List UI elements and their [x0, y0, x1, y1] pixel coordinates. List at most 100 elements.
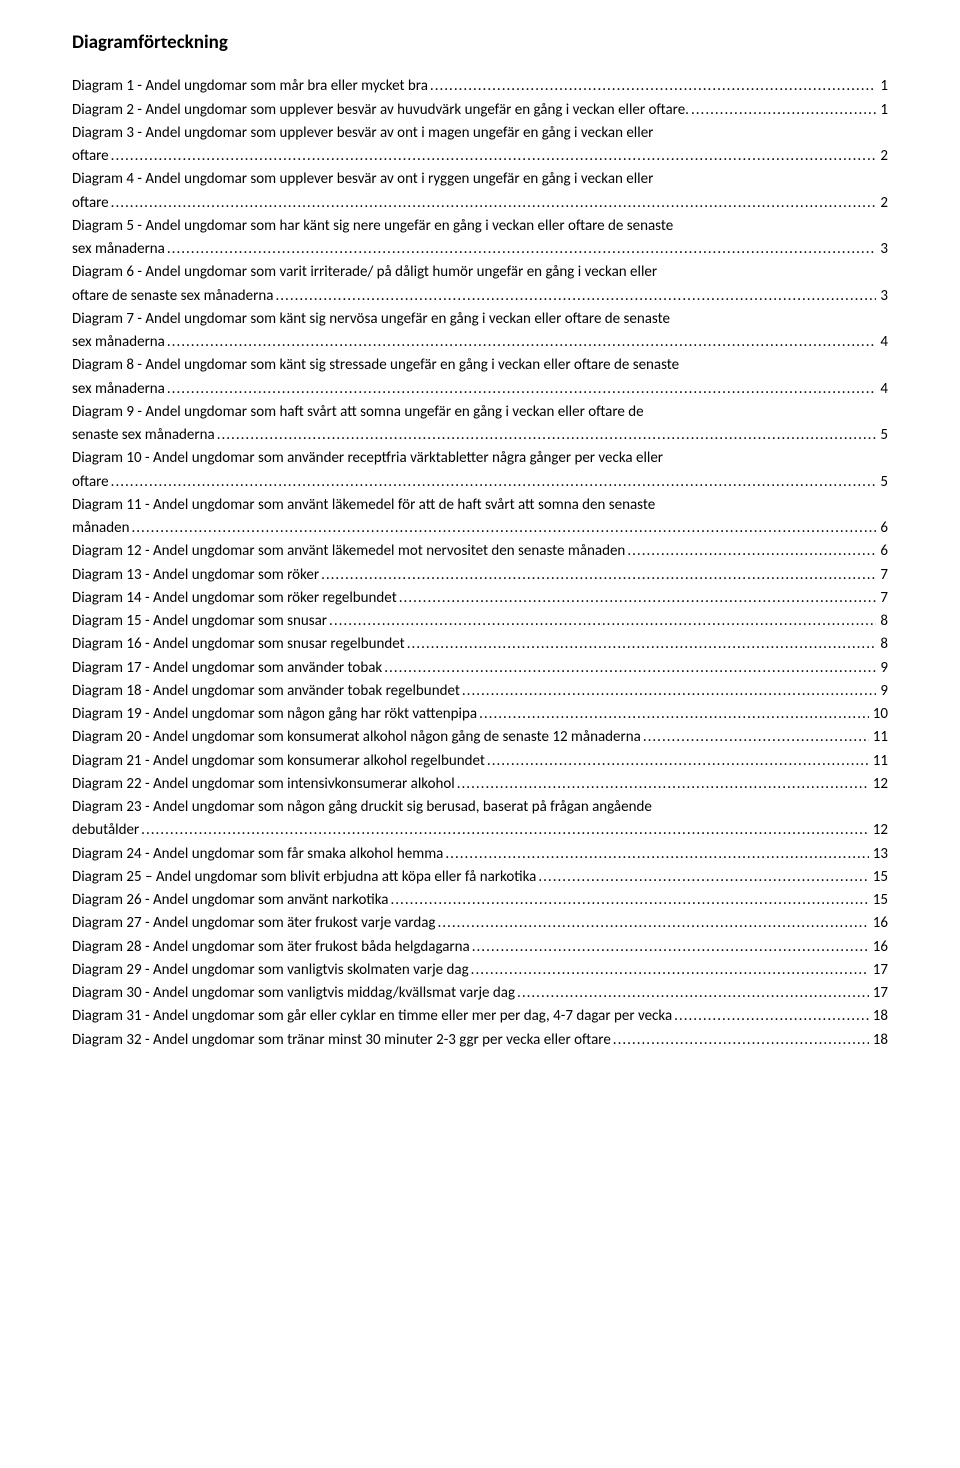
toc-entry-text: Diagram 5 - Andel ungdomar som har känt …	[72, 215, 888, 238]
toc-entry: Diagram 8 - Andel ungdomar som känt sig …	[72, 354, 888, 401]
toc-entry-lastline: Diagram 2 - Andel ungdomar som upplever …	[72, 99, 888, 122]
toc-dot-leader	[641, 726, 869, 749]
toc-entry-text: oftare	[72, 192, 109, 215]
toc-dot-leader	[470, 936, 869, 959]
toc-entry: Diagram 15 - Andel ungdomar som snusar8	[72, 610, 888, 633]
toc-entry-lastline: Diagram 19 - Andel ungdomar som någon gå…	[72, 703, 888, 726]
toc-entry: Diagram 9 - Andel ungdomar som haft svår…	[72, 401, 888, 448]
toc-entry-lastline: sex månaderna4	[72, 378, 888, 401]
toc-entry: Diagram 7 - Andel ungdomar som känt sig …	[72, 308, 888, 355]
toc-page-number: 11	[869, 726, 888, 749]
toc-page-number: 9	[876, 680, 888, 703]
toc-entry-text: Diagram 32 - Andel ungdomar som tränar m…	[72, 1029, 611, 1052]
toc-entry-text: sex månaderna	[72, 238, 165, 261]
toc-entry-lastline: oftare5	[72, 471, 888, 494]
toc-page-number: 17	[869, 982, 888, 1005]
toc-entry-lastline: Diagram 26 - Andel ungdomar som använt n…	[72, 889, 888, 912]
toc-dot-leader	[469, 959, 869, 982]
toc-entry-text: Diagram 4 - Andel ungdomar som upplever …	[72, 168, 888, 191]
toc-page-number: 6	[876, 517, 888, 540]
toc-dot-leader	[215, 424, 877, 447]
toc-entry-lastline: Diagram 12 - Andel ungdomar som använt l…	[72, 540, 888, 563]
toc-entry-text: Diagram 24 - Andel ungdomar som får smak…	[72, 843, 443, 866]
toc-entry-text: Diagram 30 - Andel ungdomar som vanligtv…	[72, 982, 515, 1005]
toc-entry: Diagram 11 - Andel ungdomar som använt l…	[72, 494, 888, 541]
toc-page-number: 4	[876, 378, 888, 401]
toc-page-number: 1	[876, 75, 888, 98]
toc-dot-leader	[405, 633, 877, 656]
toc-entry-text: Diagram 3 - Andel ungdomar som upplever …	[72, 122, 888, 145]
toc-entry: Diagram 16 - Andel ungdomar som snusar r…	[72, 633, 888, 656]
toc-entry-text: Diagram 15 - Andel ungdomar som snusar	[72, 610, 327, 633]
toc-dot-leader	[139, 819, 869, 842]
toc-entry-lastline: Diagram 28 - Andel ungdomar som äter fru…	[72, 936, 888, 959]
toc-entry-text: oftare de senaste sex månaderna	[72, 285, 273, 308]
toc-entry-lastline: oftare de senaste sex månaderna 3	[72, 285, 888, 308]
toc-dot-leader	[319, 564, 876, 587]
toc-entry-text: Diagram 16 - Andel ungdomar som snusar r…	[72, 633, 405, 656]
toc-entry: Diagram 23 - Andel ungdomar som någon gå…	[72, 796, 888, 843]
toc-entry: Diagram 4 - Andel ungdomar som upplever …	[72, 168, 888, 215]
toc-dot-leader	[397, 587, 877, 610]
toc-page-number: 3	[876, 285, 888, 308]
toc-page-number: 15	[869, 889, 888, 912]
toc-entry: Diagram 26 - Andel ungdomar som använt n…	[72, 889, 888, 912]
toc-entry: Diagram 10 - Andel ungdomar som använder…	[72, 447, 888, 494]
toc-entry-text: Diagram 20 - Andel ungdomar som konsumer…	[72, 726, 641, 749]
toc-page-number: 2	[876, 192, 888, 215]
toc-page-number: 4	[876, 331, 888, 354]
toc-entry-text: Diagram 21 - Andel ungdomar som konsumer…	[72, 750, 485, 773]
toc-entry: Diagram 32 - Andel ungdomar som tränar m…	[72, 1029, 888, 1052]
toc-entry-text: senaste sex månaderna	[72, 424, 215, 447]
toc-entry-lastline: Diagram 16 - Andel ungdomar som snusar r…	[72, 633, 888, 656]
toc-entry-text: debutålder	[72, 819, 139, 842]
toc-dot-leader	[455, 773, 869, 796]
toc-entry-text: Diagram 11 - Andel ungdomar som använt l…	[72, 494, 888, 517]
toc-entry-lastline: Diagram 24 - Andel ungdomar som får smak…	[72, 843, 888, 866]
toc-entry: Diagram 27 - Andel ungdomar som äter fru…	[72, 912, 888, 935]
toc-entry-lastline: Diagram 30 - Andel ungdomar som vanligtv…	[72, 982, 888, 1005]
toc-entry-lastline: sex månaderna 3	[72, 238, 888, 261]
toc-entry: Diagram 13 - Andel ungdomar som röker7	[72, 564, 888, 587]
toc-dot-leader	[435, 912, 868, 935]
toc-entry: Diagram 24 - Andel ungdomar som får smak…	[72, 843, 888, 866]
toc-dot-leader	[611, 1029, 869, 1052]
toc-entry-text: Diagram 29 - Andel ungdomar som vanligtv…	[72, 959, 469, 982]
toc-entry-lastline: Diagram 31 - Andel ungdomar som går elle…	[72, 1005, 888, 1028]
toc-page-number: 1	[876, 99, 888, 122]
toc-page-number: 3	[876, 238, 888, 261]
toc-page-number: 11	[869, 750, 888, 773]
toc-entry-text: Diagram 1 - Andel ungdomar som mår bra e…	[72, 75, 428, 98]
toc-entry-lastline: sex månaderna4	[72, 331, 888, 354]
toc-dot-leader	[485, 750, 869, 773]
toc-dot-leader	[536, 866, 868, 889]
toc-page-number: 10	[869, 703, 888, 726]
toc-entry-lastline: Diagram 27 - Andel ungdomar som äter fru…	[72, 912, 888, 935]
page-title: Diagramförteckning	[72, 28, 888, 57]
toc-entry-lastline: Diagram 13 - Andel ungdomar som röker7	[72, 564, 888, 587]
toc-entry-lastline: Diagram 25 – Andel ungdomar som blivit e…	[72, 866, 888, 889]
toc-entry-text: Diagram 27 - Andel ungdomar som äter fru…	[72, 912, 435, 935]
toc-entry-lastline: Diagram 29 - Andel ungdomar som vanligtv…	[72, 959, 888, 982]
toc-entry: Diagram 25 – Andel ungdomar som blivit e…	[72, 866, 888, 889]
toc-entry: Diagram 28 - Andel ungdomar som äter fru…	[72, 936, 888, 959]
toc-entry-text: Diagram 7 - Andel ungdomar som känt sig …	[72, 308, 888, 331]
toc-dot-leader	[515, 982, 869, 1005]
toc-entry-text: Diagram 19 - Andel ungdomar som någon gå…	[72, 703, 477, 726]
toc-dot-leader	[165, 378, 877, 401]
toc-entry: Diagram 19 - Andel ungdomar som någon gå…	[72, 703, 888, 726]
toc-entry-text: Diagram 6 - Andel ungdomar som varit irr…	[72, 261, 888, 284]
toc-dot-leader	[477, 703, 869, 726]
toc-page-number: 5	[876, 471, 888, 494]
toc-entry: Diagram 20 - Andel ungdomar som konsumer…	[72, 726, 888, 749]
toc-entry: Diagram 21 - Andel ungdomar som konsumer…	[72, 750, 888, 773]
toc-entry-text: Diagram 23 - Andel ungdomar som någon gå…	[72, 796, 888, 819]
toc-entry: Diagram 17 - Andel ungdomar som använder…	[72, 657, 888, 680]
toc-dot-leader	[109, 192, 877, 215]
toc-page-number: 18	[869, 1029, 888, 1052]
toc-entry-lastline: Diagram 21 - Andel ungdomar som konsumer…	[72, 750, 888, 773]
toc-dot-leader	[388, 889, 868, 912]
toc-dot-leader	[165, 238, 877, 261]
toc-dot-leader	[460, 680, 877, 703]
toc-entry-lastline: senaste sex månaderna5	[72, 424, 888, 447]
